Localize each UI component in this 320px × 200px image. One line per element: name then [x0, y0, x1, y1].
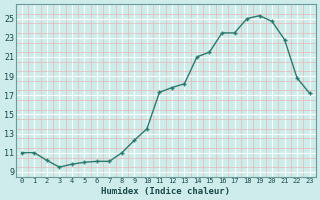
X-axis label: Humidex (Indice chaleur): Humidex (Indice chaleur) — [101, 187, 230, 196]
